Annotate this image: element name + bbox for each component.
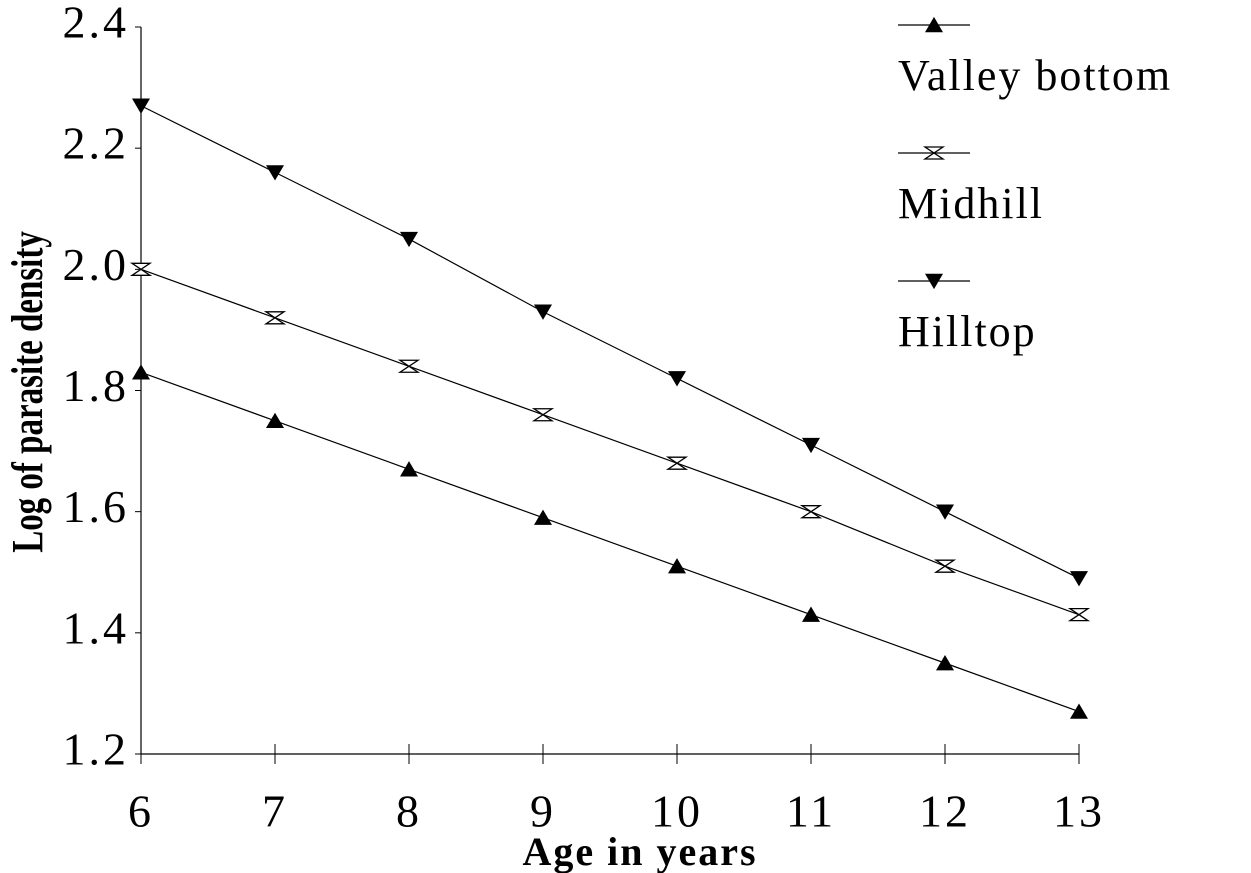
y-tick-label: 2.0 (63, 239, 130, 290)
marker (397, 359, 421, 373)
legend-marker (922, 146, 946, 160)
x-tick-label: 11 (786, 786, 836, 837)
marker (668, 558, 686, 574)
series-line (140, 371, 1080, 713)
marker (665, 456, 689, 470)
y-tick-label: 1.6 (63, 481, 130, 532)
marker (534, 304, 552, 320)
marker (936, 655, 954, 671)
y-tick-label: 2.4 (63, 0, 130, 48)
marker (129, 262, 153, 276)
x-axis-title: Age in years (522, 829, 757, 873)
marker (1067, 608, 1091, 622)
legend-label: Hilltop (898, 307, 1037, 356)
y-tick-label: 1.8 (63, 360, 130, 411)
marker (534, 509, 552, 525)
y-axis-title: Log of parasite density (4, 231, 53, 553)
x-tick-label: 10 (651, 786, 703, 837)
marker (936, 504, 954, 520)
legend-label: Valley bottom (898, 51, 1172, 100)
y-tick-label: 1.2 (63, 724, 130, 775)
x-tick-label: 13 (1053, 786, 1105, 837)
series-line (140, 105, 1080, 579)
y-tick-label: 2.2 (63, 118, 130, 169)
marker (132, 98, 150, 114)
marker (400, 231, 418, 248)
legend-marker (925, 273, 943, 290)
x-tick-label: 7 (262, 786, 288, 837)
marker (266, 165, 284, 181)
marker (802, 606, 820, 622)
marker (802, 437, 820, 454)
marker (263, 311, 287, 325)
marker (1070, 703, 1088, 719)
marker (400, 461, 418, 477)
marker (266, 412, 284, 428)
marker (799, 505, 823, 519)
series-line (140, 268, 1080, 616)
marker (531, 408, 555, 422)
x-tick-label: 12 (919, 786, 971, 837)
marker (132, 364, 150, 380)
x-tick-label: 8 (396, 786, 422, 837)
marker (933, 559, 957, 573)
marker (1070, 571, 1088, 587)
legend-label: Midhill (898, 179, 1044, 228)
legend-marker (925, 16, 943, 33)
marker (668, 371, 686, 387)
x-tick-label: 9 (530, 786, 556, 837)
x-tick-label: 6 (128, 786, 154, 837)
y-tick-label: 1.4 (63, 602, 130, 653)
